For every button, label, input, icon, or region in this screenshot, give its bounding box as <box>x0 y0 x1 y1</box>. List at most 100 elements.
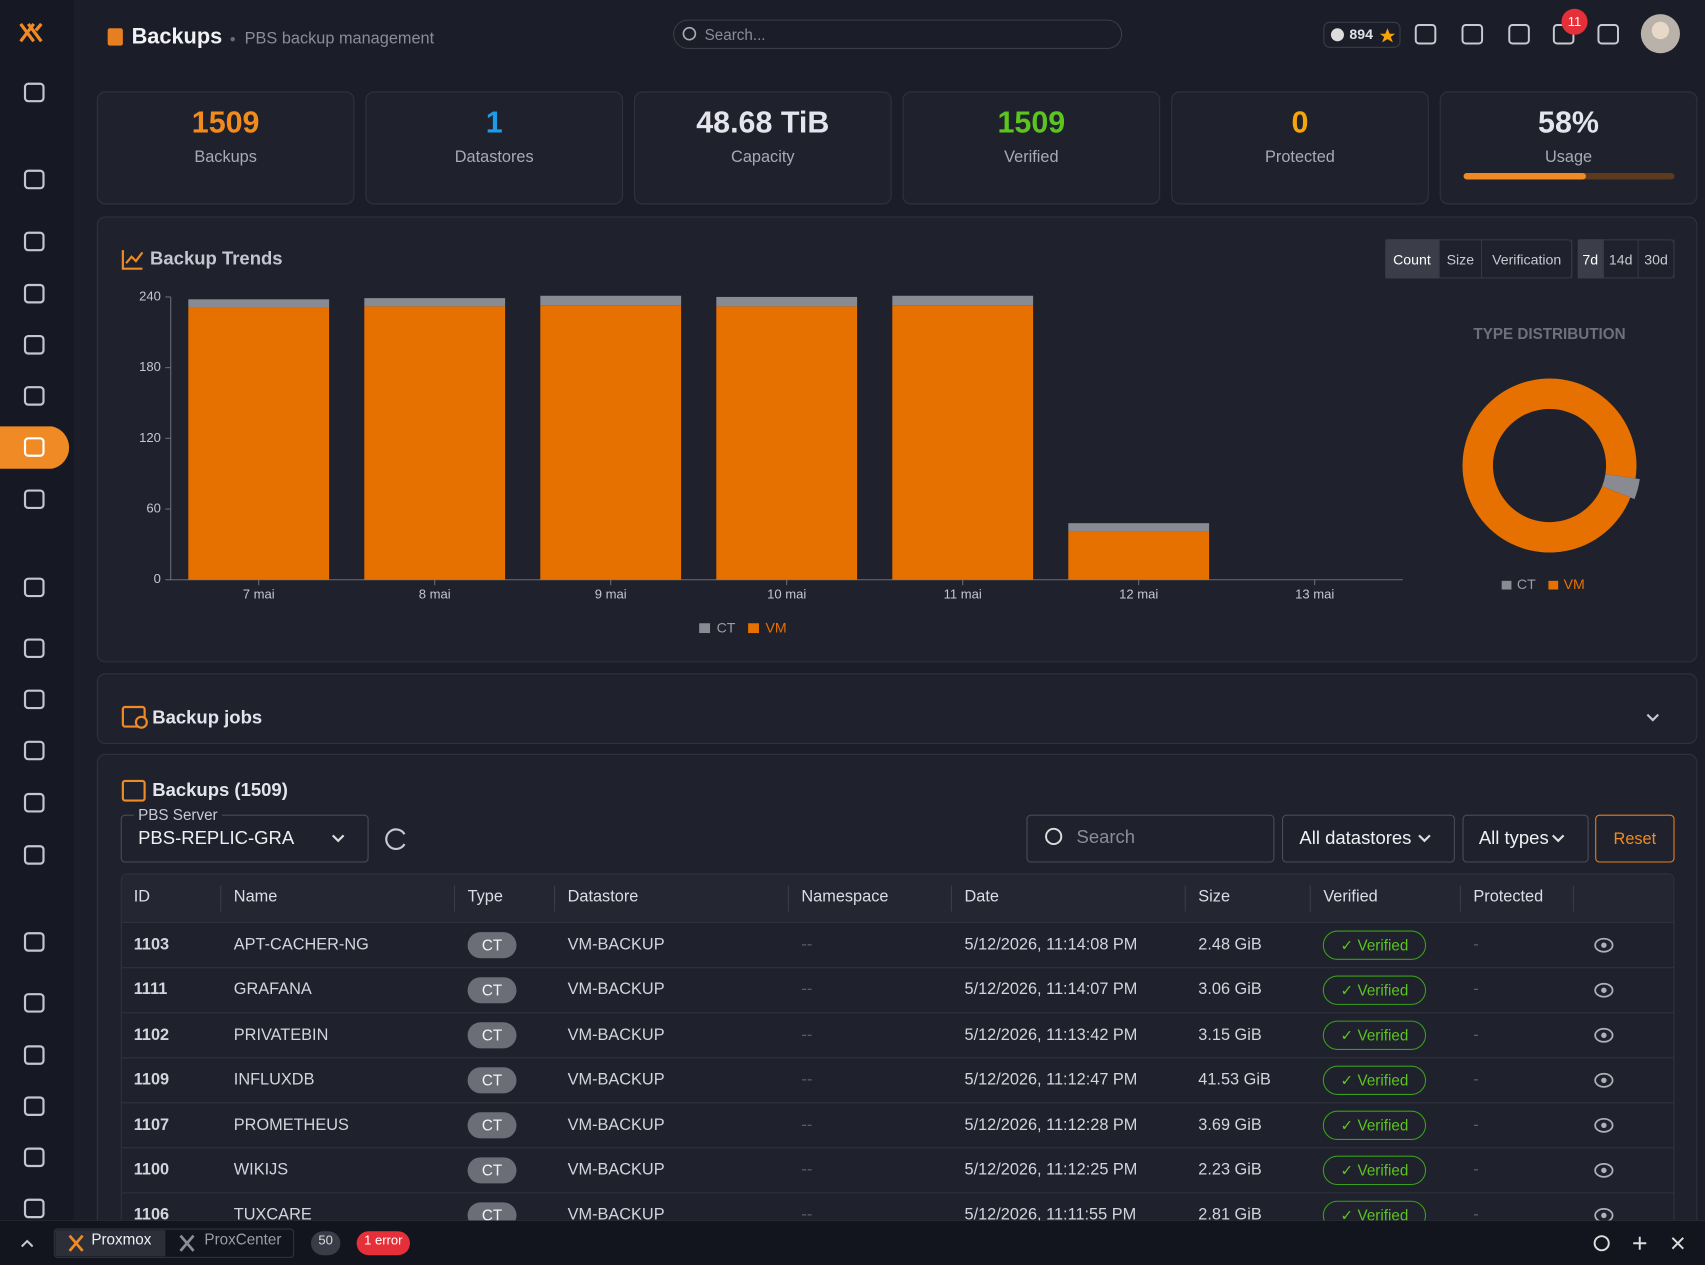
legend-label: VM <box>1564 576 1585 592</box>
cell: TUXCARE <box>233 1205 312 1225</box>
reset-button[interactable]: Reset <box>1595 814 1675 863</box>
toolbar-icon[interactable] <box>1508 24 1530 45</box>
nav-icon[interactable] <box>23 740 45 761</box>
server-label: PBS Server <box>133 803 222 826</box>
view-icon[interactable] <box>1594 1072 1614 1088</box>
type-text: CT <box>482 1117 502 1134</box>
toggle-button[interactable]: 30d <box>1639 239 1675 279</box>
toggle-button[interactable]: Size <box>1440 239 1483 279</box>
footer-add[interactable] <box>1633 1236 1647 1250</box>
stat-value: 1 <box>485 105 503 140</box>
nav-icon[interactable] <box>23 1147 45 1168</box>
nav-icon[interactable] <box>23 577 45 598</box>
toolbar-icon[interactable] <box>1597 24 1619 45</box>
verified-pill <box>1322 1155 1427 1186</box>
cell: -- <box>801 1115 813 1135</box>
cell: - <box>1473 1160 1479 1180</box>
nav-icon[interactable] <box>23 283 45 304</box>
footer-tab[interactable]: ProxCenter <box>204 1231 281 1248</box>
cell: 2.23 GiB <box>1198 1160 1262 1180</box>
view-icon[interactable] <box>1594 982 1614 998</box>
nav-icon[interactable] <box>23 231 45 252</box>
footer-refresh[interactable] <box>1593 1235 1610 1252</box>
nav-icon[interactable] <box>23 638 45 659</box>
type-text: CT <box>482 937 502 954</box>
nav-icon[interactable] <box>23 845 45 865</box>
y-tick-label: 180 <box>139 359 161 374</box>
active-nav-bg <box>0 426 70 469</box>
view-icon[interactable] <box>1594 1117 1614 1133</box>
cell: VM-BACKUP <box>567 1205 665 1225</box>
nav-icon[interactable] <box>23 386 45 406</box>
github-badge[interactable] <box>1323 21 1401 48</box>
footer-tab[interactable]: Proxmox <box>91 1231 151 1248</box>
view-icon-pupil <box>1601 1212 1607 1219</box>
cell: 5/12/2026, 11:14:08 PM <box>964 935 1138 954</box>
footer-errors[interactable]: 1 error <box>364 1232 403 1247</box>
datastore-filter[interactable]: All datastores <box>1282 814 1455 863</box>
refresh-icon[interactable] <box>385 828 406 851</box>
footer-close[interactable] <box>1671 1237 1684 1250</box>
cell: -- <box>801 1205 813 1225</box>
nav-icon[interactable] <box>23 1045 45 1065</box>
legend-swatch <box>1548 580 1559 590</box>
nav-icon[interactable] <box>23 489 45 510</box>
toolbar-icon[interactable] <box>1461 24 1484 45</box>
verified-text: ✓ Verified <box>1341 937 1409 954</box>
cell: 5/12/2026, 11:12:28 PM <box>964 1115 1138 1135</box>
cell: 5/12/2026, 11:12:47 PM <box>964 1070 1138 1089</box>
pie-title: TYPE DISTRIBUTION <box>1473 326 1625 343</box>
server-select[interactable] <box>120 814 369 863</box>
bar-segment <box>188 299 330 308</box>
nav-icon[interactable] <box>23 1096 45 1116</box>
view-icon[interactable] <box>1594 937 1614 953</box>
view-icon-pupil <box>1601 1122 1607 1129</box>
cell: 5/12/2026, 11:14:07 PM <box>964 980 1138 999</box>
nav-icon[interactable] <box>23 169 45 190</box>
table-search-placeholder: Search <box>1076 826 1136 848</box>
toggle-active[interactable]: Count <box>1385 239 1440 279</box>
expand-chevron[interactable] <box>1646 713 1660 722</box>
stat-card <box>902 91 1161 205</box>
pie-slice <box>1462 378 1637 553</box>
cell: PRIVATEBIN <box>233 1025 329 1044</box>
bar-segment <box>892 305 1034 580</box>
collapse-chevron[interactable] <box>21 1239 34 1248</box>
toolbar-icon[interactable] <box>1414 24 1437 45</box>
type-filter[interactable]: All types <box>1462 814 1589 863</box>
toggle-button[interactable]: 14d <box>1604 239 1639 279</box>
error-pill <box>356 1231 410 1256</box>
nav-icon[interactable] <box>23 689 45 710</box>
nav-icon[interactable] <box>23 437 45 457</box>
stat-value: 48.68 TiB <box>696 105 830 140</box>
trends-title: Backup Trends <box>150 247 283 269</box>
stat-value: 1509 <box>191 105 260 140</box>
view-icon[interactable] <box>1594 1162 1614 1178</box>
nav-icon[interactable] <box>23 82 45 103</box>
nav-icon[interactable] <box>23 792 45 813</box>
legend-label: CT <box>717 619 736 635</box>
nav-icon[interactable] <box>23 1198 45 1219</box>
toggle-button[interactable]: Verification <box>1482 239 1573 279</box>
jobs-title: Backup jobs <box>152 707 263 728</box>
cell: GRAFANA <box>233 980 312 999</box>
type-text: CT <box>482 982 502 999</box>
cell: APT-CACHER-NG <box>233 935 369 954</box>
trends-icon <box>121 250 144 270</box>
x-tick-label: 11 mai <box>944 586 982 601</box>
toggle-active[interactable]: 7d <box>1577 239 1604 279</box>
verified-pill <box>1322 975 1427 1005</box>
table-search[interactable] <box>1026 814 1275 863</box>
view-icon[interactable] <box>1594 1027 1614 1043</box>
bar-segment <box>1068 531 1210 580</box>
stat-value: 58% <box>1538 105 1600 140</box>
nav-icon[interactable] <box>23 993 45 1013</box>
search-box[interactable] <box>673 19 1123 49</box>
nav-icon[interactable] <box>23 932 45 952</box>
type-pill <box>467 977 517 1004</box>
logo <box>19 22 43 43</box>
cell: PROMETHEUS <box>233 1115 349 1135</box>
nav-icon[interactable] <box>23 335 45 355</box>
search-icon <box>1045 827 1063 846</box>
